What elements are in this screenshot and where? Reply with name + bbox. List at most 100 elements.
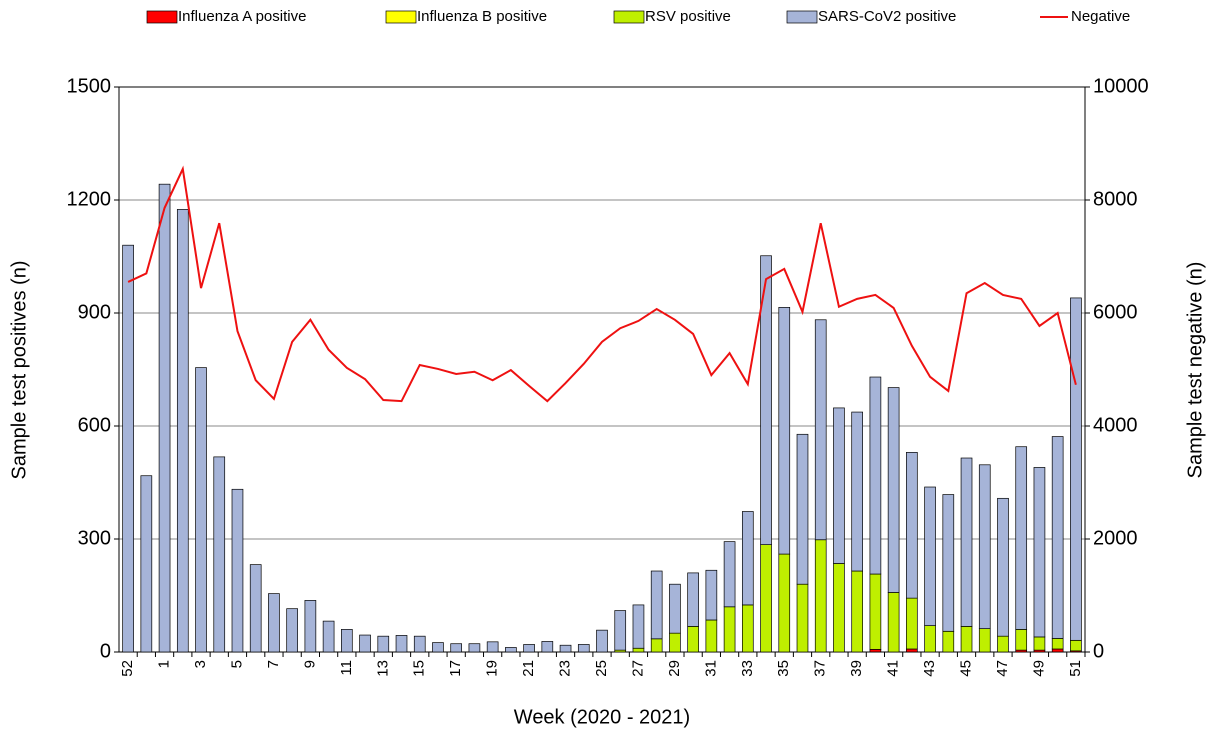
x-tick-label: 1 <box>156 660 173 668</box>
legend-swatch <box>385 10 417 24</box>
y2-tick-label: 6000 <box>1093 301 1138 323</box>
x-tick-label: 11 <box>338 660 355 676</box>
bar <box>669 632 681 653</box>
y2-tick-label: 8000 <box>1093 188 1138 210</box>
bar <box>669 583 681 634</box>
y2-tick-label: 10000 <box>1093 75 1149 97</box>
bar <box>176 209 189 653</box>
bar <box>523 644 535 653</box>
y2-axis-title: Sample test negative (n) <box>1184 262 1206 479</box>
bar <box>814 319 827 541</box>
bar <box>468 643 481 653</box>
bar <box>377 635 390 653</box>
bar <box>851 570 863 653</box>
bar <box>432 642 444 653</box>
bar <box>541 641 554 653</box>
legend-label: SARS-CoV2 positive <box>818 8 956 25</box>
line <box>127 165 1077 403</box>
bar <box>1033 467 1046 638</box>
y-tick-label: 300 <box>78 527 111 549</box>
bar <box>960 626 973 653</box>
bar <box>887 592 900 653</box>
bar <box>632 604 645 649</box>
bar <box>1051 648 1064 653</box>
x-tick-label: 7 <box>265 660 282 668</box>
legend-label: Influenza A positive <box>178 8 306 25</box>
bar <box>760 544 772 653</box>
bar <box>359 634 371 653</box>
bar <box>596 629 608 653</box>
legend-swatch <box>786 10 818 24</box>
x-axis-title: Week (2020 - 2021) <box>514 706 690 728</box>
bar <box>924 625 936 653</box>
x-tick-label: 31 <box>702 660 719 677</box>
bar <box>140 475 153 653</box>
x-tick-label: 35 <box>775 660 792 677</box>
legend-swatch <box>613 10 645 24</box>
x-tick-label: 51 <box>1067 660 1084 677</box>
bar <box>997 635 1009 653</box>
bar <box>851 411 863 572</box>
bar <box>814 539 827 653</box>
y-tick-label: 0 <box>100 640 111 662</box>
x-tick-label: 21 <box>520 660 537 677</box>
x-tick-label: 47 <box>994 660 1011 677</box>
bar <box>577 644 590 653</box>
bar <box>158 183 171 653</box>
y2-tick-label: 4000 <box>1093 414 1138 436</box>
y-axis-title: Sample test positives (n) <box>8 261 30 480</box>
y2-tick-label: 0 <box>1093 640 1104 662</box>
y-tick-label: 1200 <box>67 188 112 210</box>
y-tick-label: 600 <box>78 414 111 436</box>
bar <box>942 630 955 653</box>
bar <box>341 629 353 653</box>
bar <box>887 387 900 593</box>
bar <box>869 573 882 650</box>
x-tick-label: 15 <box>411 660 428 677</box>
bar <box>906 452 918 599</box>
x-tick-label: 25 <box>593 660 610 677</box>
bar <box>505 647 517 653</box>
bar <box>1051 436 1064 639</box>
bar <box>213 456 226 653</box>
bar <box>723 541 736 608</box>
bar <box>924 486 936 626</box>
bar <box>960 457 973 627</box>
x-tick-label: 33 <box>739 660 756 677</box>
bar <box>614 610 627 651</box>
bar <box>1070 297 1082 641</box>
bar <box>869 649 882 653</box>
bar <box>650 570 663 640</box>
bar <box>906 648 918 653</box>
x-tick-label: 41 <box>885 660 902 677</box>
bar <box>413 635 426 653</box>
x-tick-label: 27 <box>629 660 646 677</box>
bar <box>304 600 317 653</box>
bar <box>249 564 262 653</box>
x-tick-label: 52 <box>119 660 136 677</box>
bar <box>723 606 736 653</box>
bar <box>322 620 335 653</box>
bar <box>450 643 463 653</box>
legend-label: RSV positive <box>645 8 731 25</box>
bar <box>195 367 207 653</box>
x-tick-label: 9 <box>301 660 318 668</box>
legend-label: Influenza B positive <box>417 8 547 25</box>
bar <box>687 626 699 653</box>
bar <box>978 464 991 629</box>
bar <box>286 608 298 653</box>
bar <box>978 628 991 653</box>
legend-label: Negative <box>1071 8 1130 25</box>
x-tick-label: 5 <box>228 660 245 668</box>
bar <box>395 635 408 653</box>
x-tick-label: 3 <box>192 660 209 668</box>
bar <box>705 619 718 653</box>
x-tick-label: 19 <box>484 660 501 677</box>
bar <box>1070 639 1082 652</box>
bar <box>796 433 809 585</box>
bar <box>778 307 791 555</box>
y2-tick-label: 2000 <box>1093 527 1138 549</box>
x-tick-label: 37 <box>812 660 829 677</box>
x-tick-label: 49 <box>1030 660 1047 677</box>
bar <box>1051 638 1064 650</box>
